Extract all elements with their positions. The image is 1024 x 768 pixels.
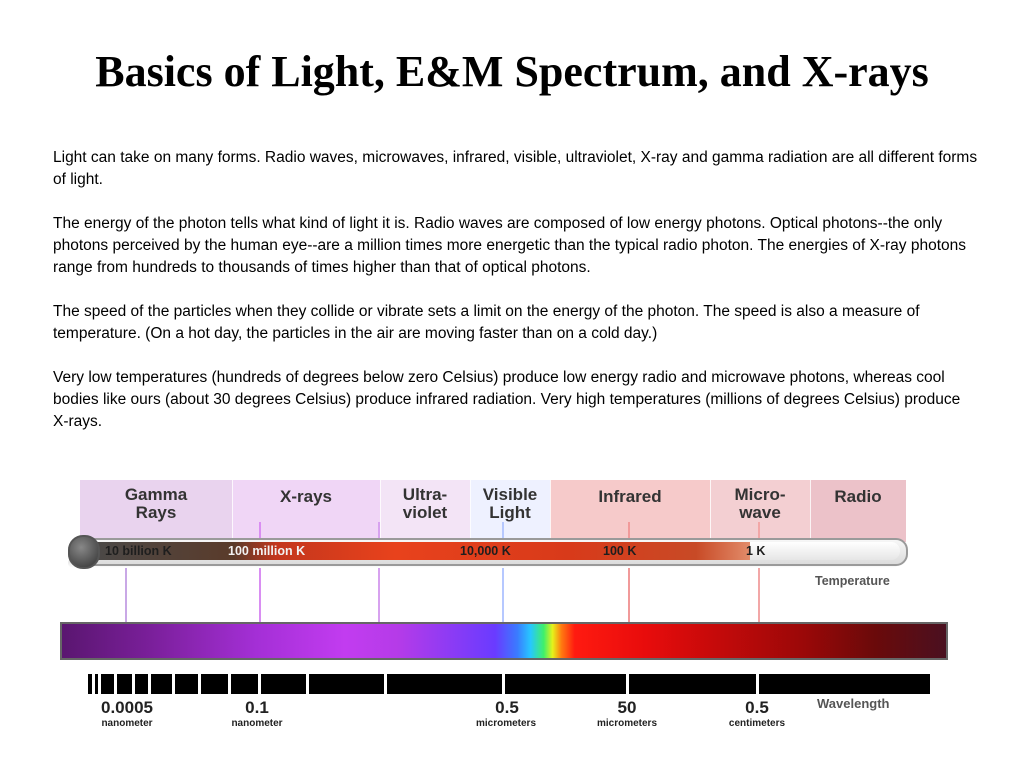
ruler-gap — [626, 674, 629, 694]
band-divider — [470, 480, 471, 542]
wavelength-caption: Wavelength — [817, 696, 890, 711]
band-label-ultraviolet: Ultra- violet — [402, 485, 448, 522]
ruler-gap — [502, 674, 505, 694]
wavelength-unit: nanometer — [101, 718, 153, 729]
guide-line-uv — [378, 522, 380, 622]
paragraph: Very low temperatures (hundreds of degre… — [53, 369, 961, 430]
band-ultraviolet: Ultra- violet — [380, 480, 470, 542]
band-label-radio: Radio — [834, 487, 882, 506]
ruler-gap — [172, 674, 175, 694]
ruler-gap — [98, 674, 101, 694]
thermometer-bulb — [68, 535, 100, 569]
temp-label-1: 1 K — [746, 544, 766, 558]
band-row: Gamma Rays X-rays Ultra- violet Visible … — [80, 480, 906, 542]
ruler-gap — [92, 674, 95, 694]
band-divider — [550, 480, 551, 542]
band-divider — [710, 480, 711, 542]
wavelength-unit: micrometers — [475, 718, 537, 729]
ruler-gap — [384, 674, 387, 694]
temp-label-10000: 10,000 K — [460, 544, 511, 558]
band-label-visible: Visible Light — [482, 485, 538, 522]
ruler-gap — [228, 674, 231, 694]
band-microwave: Micro- wave — [710, 480, 810, 542]
wavelength-ruler — [88, 674, 930, 694]
paragraph: Light can take on many forms. Radio wave… — [53, 149, 978, 188]
guide-line-xrays — [259, 522, 261, 622]
band-divider — [810, 480, 811, 542]
guide-line-visible — [502, 522, 504, 622]
band-radio: Radio — [810, 480, 906, 542]
ruler-gap — [148, 674, 151, 694]
em-spectrum-diagram: Gamma Rays X-rays Ultra- violet Visible … — [60, 478, 950, 744]
band-xrays: X-rays — [232, 480, 380, 542]
wavelength-unit: centimeters — [728, 718, 786, 729]
ruler-gap — [756, 674, 759, 694]
spectrum-bar — [60, 622, 948, 660]
temp-label-10-billion: 10 billion K — [105, 544, 172, 558]
temp-label-100-million: 100 million K — [228, 544, 306, 558]
ruler-gap — [114, 674, 117, 694]
band-infrared: Infrared — [550, 480, 710, 542]
band-label-microwave: Micro- wave — [734, 485, 786, 522]
paragraph: The energy of the photon tells what kind… — [53, 215, 967, 276]
wavelength-value: 0.5 — [745, 698, 769, 717]
band-gamma: Gamma Rays — [80, 480, 232, 542]
band-label-gamma: Gamma Rays — [124, 485, 188, 522]
guide-line-infrared — [628, 522, 630, 622]
band-divider — [380, 480, 381, 542]
wavelength-unit: micrometers — [596, 718, 658, 729]
wavelength-unit: nanometer — [231, 718, 283, 729]
ruler-gap — [306, 674, 309, 694]
thermometer-mercury — [80, 542, 780, 560]
temp-label-100: 100 K — [603, 544, 637, 558]
ruler-gap — [132, 674, 135, 694]
guide-line-microwave — [758, 522, 760, 622]
thermometer-tip — [750, 542, 900, 560]
band-label-xrays: X-rays — [280, 487, 332, 506]
wavelength-value: 50 — [617, 698, 637, 717]
wavelength-value: 0.0005 — [101, 698, 153, 717]
band-visible: Visible Light — [470, 480, 550, 542]
ruler-gap — [198, 674, 201, 694]
band-divider — [232, 480, 233, 542]
intro-text: Light can take on many forms. Radio wave… — [53, 147, 978, 455]
guide-line-gamma — [125, 564, 127, 622]
temperature-caption: Temperature — [815, 574, 890, 588]
wavelength-value: 0.1 — [245, 698, 269, 717]
band-label-infrared: Infrared — [598, 487, 662, 506]
page-title: Basics of Light, E&M Spectrum, and X-ray… — [95, 47, 929, 96]
wavelength-value: 0.5 — [495, 698, 519, 717]
ruler-gap — [258, 674, 261, 694]
paragraph: The speed of the particles when they col… — [53, 303, 920, 342]
